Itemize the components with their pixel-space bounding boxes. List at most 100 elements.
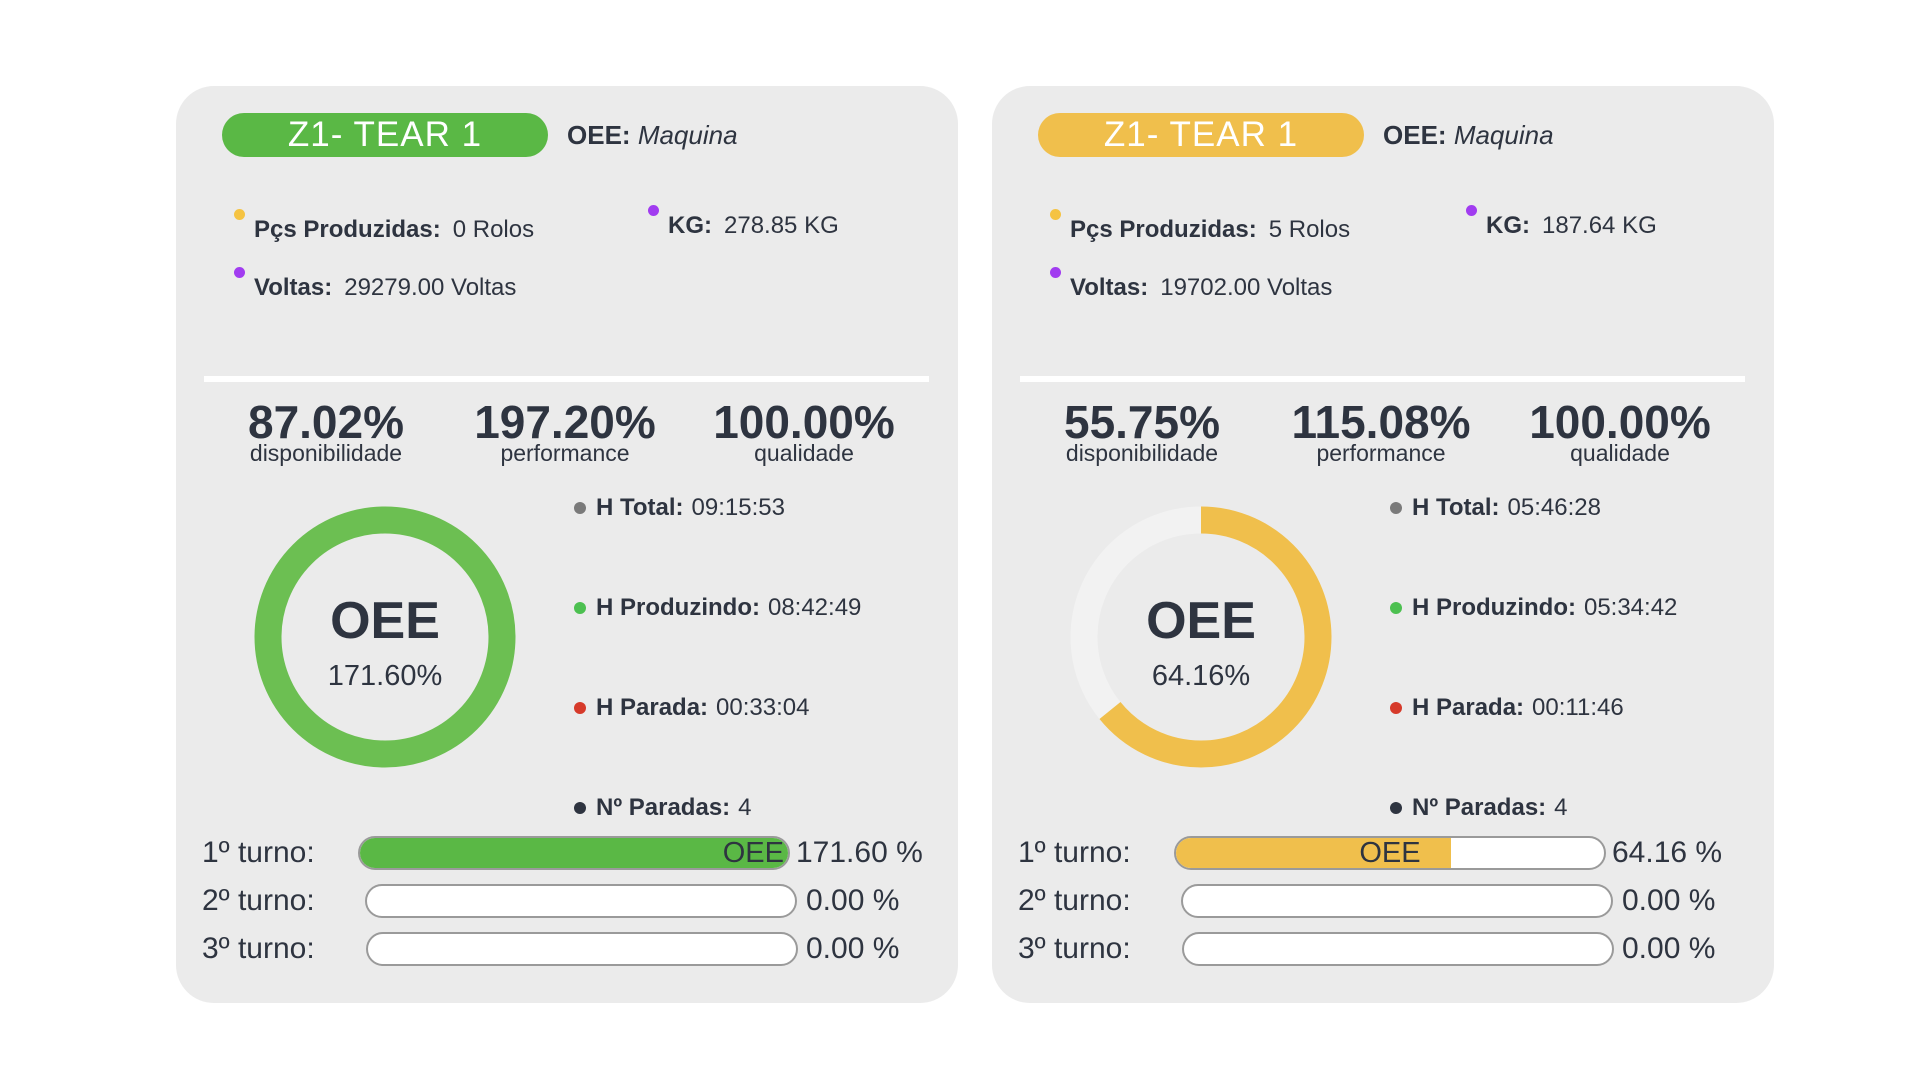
machine-name-badge: Z1- TEAR 1 [222, 113, 548, 157]
hours-label: H Produzindo: [596, 594, 760, 621]
shift-progress-bar [366, 932, 798, 966]
hours-label: H Parada: [596, 694, 709, 721]
oee-source: OEE: Maquina [1383, 120, 1554, 151]
metric-disponibilidade: 87.02% disponibilidade [211, 396, 441, 466]
divider [204, 376, 929, 382]
machine-card: Z1- TEAR 1 OEE: Maquina Pçs Produzidas: 5… [992, 86, 1774, 1003]
oee-source-label: OEE: [567, 120, 631, 150]
pcs-value: 0 Rolos [452, 216, 535, 243]
red-dot-icon [1390, 702, 1402, 714]
kg-value: 187.64 KG [1542, 212, 1657, 239]
shift-label: 3º turno: [202, 932, 315, 965]
hours-value: 4 [738, 794, 752, 821]
machine-card: Z1- TEAR 1 OEE: Maquina Pçs Produzidas: 0… [176, 86, 958, 1003]
hours-parada: H Parada: 00:11:46 [1390, 694, 1624, 722]
metric-disponibilidade: 55.75% disponibilidade [1027, 396, 1257, 466]
oee-source-value: Maquina [637, 120, 738, 150]
metric-caption: disponibilidade [1065, 440, 1219, 466]
machine-name-badge: Z1- TEAR 1 [1038, 113, 1364, 157]
hours-value: 00:33:04 [716, 694, 810, 721]
donut-value: 171.60% [327, 660, 443, 692]
shift-progress-bar [1181, 884, 1613, 918]
pcs-produced: Pçs Produzidas: 0 Rolos [234, 209, 535, 244]
gray-dot-icon [1390, 502, 1402, 514]
yellow-dot-icon [234, 209, 245, 220]
shift-bar-label: OEE [722, 837, 784, 869]
metric-value: 87.02% [247, 396, 404, 448]
metric-value: 100.00% [1529, 396, 1711, 448]
shift-bar-label: OEE [1359, 837, 1421, 869]
donut-value: 64.16% [1151, 660, 1251, 692]
num-paradas: Nº Paradas: 4 [1390, 794, 1568, 822]
shift-label: 2º turno: [1018, 884, 1131, 917]
kg-value: 278.85 KG [724, 212, 839, 239]
hours-parada: H Parada: 00:33:04 [574, 694, 810, 722]
purple-dot-icon [1050, 267, 1061, 278]
hours-label: H Total: [1412, 494, 1500, 521]
metric-performance: 115.08% performance [1266, 396, 1496, 465]
metric-caption: performance [500, 440, 630, 466]
shift-percent: 0.00 % [806, 884, 900, 917]
pcs-label: Pçs Produzidas: [254, 216, 441, 243]
metric-qualidade: 100.00% qualidade [1505, 396, 1735, 466]
green-dot-icon [574, 602, 586, 614]
kg-label: KG: [668, 212, 712, 239]
gray-dot-icon [574, 502, 586, 514]
dark-dot-icon [574, 802, 586, 814]
voltas-label: Voltas: [1070, 274, 1149, 301]
hours-value: 05:46:28 [1507, 494, 1601, 521]
pcs-value: 5 Rolos [1268, 216, 1351, 243]
purple-dot-icon [648, 205, 659, 216]
shift-label: 1º turno: [202, 836, 315, 869]
hours-value: 08:42:49 [767, 594, 862, 621]
voltas-value: 29279.00 Voltas [344, 274, 517, 301]
oee-source: OEE: Maquina [567, 120, 738, 151]
shift-progress-fill [360, 838, 788, 868]
voltas: Voltas: 29279.00 Voltas [234, 267, 517, 302]
oee-source-label: OEE: [1383, 120, 1447, 150]
shift-percent: 0.00 % [1622, 884, 1716, 917]
green-dot-icon [1390, 602, 1402, 614]
hours-value: 05:34:42 [1583, 594, 1678, 621]
voltas: Voltas: 19702.00 Voltas [1050, 267, 1332, 302]
shift-progress-bar [1182, 932, 1614, 966]
hours-label: Nº Paradas: [596, 794, 731, 821]
oee-source-value: Maquina [1453, 120, 1554, 150]
num-paradas: Nº Paradas: 4 [574, 794, 752, 822]
hours-total: H Total: 09:15:53 [574, 494, 785, 522]
shift-percent: 64.16 % [1612, 836, 1723, 869]
red-dot-icon [574, 702, 586, 714]
donut-arc [1070, 506, 1332, 768]
hours-value: 00:11:46 [1532, 694, 1624, 721]
hours-produzindo: H Produzindo: 08:42:49 [574, 594, 862, 622]
metric-value: 55.75% [1063, 396, 1220, 448]
shift-progress-bar [365, 884, 797, 918]
metric-caption: disponibilidade [249, 440, 403, 466]
shift-label: 3º turno: [1018, 932, 1131, 965]
metric-caption: qualidade [1570, 440, 1670, 466]
hours-label: H Produzindo: [1412, 594, 1576, 621]
shift-progress-bar: OEE [358, 836, 790, 870]
metric-value: 115.08% [1291, 396, 1471, 448]
hours-total: H Total: 05:46:28 [1390, 494, 1601, 522]
voltas-label: Voltas: [254, 274, 333, 301]
kg-label: KG: [1486, 212, 1530, 239]
dark-dot-icon [1390, 802, 1402, 814]
shift-percent: 0.00 % [1622, 932, 1716, 965]
hours-produzindo: H Produzindo: 05:34:42 [1390, 594, 1678, 622]
yellow-dot-icon [1050, 209, 1061, 220]
purple-dot-icon [234, 267, 245, 278]
shift-progress-fill [1176, 838, 1451, 868]
metric-value: 100.00% [713, 396, 895, 448]
hours-value: 4 [1554, 794, 1568, 821]
oee-donut-chart [1070, 506, 1332, 768]
metric-caption: qualidade [754, 440, 854, 466]
kg-produced: KG: 278.85 KG [648, 205, 839, 240]
purple-dot-icon [1466, 205, 1477, 216]
metric-qualidade: 100.00% qualidade [689, 396, 919, 466]
metric-value: 197.20% [474, 396, 656, 448]
shift-label: 1º turno: [1018, 836, 1131, 869]
hours-label: H Parada: [1412, 694, 1525, 721]
shift-percent: 0.00 % [806, 932, 900, 965]
oee-donut-chart [254, 506, 516, 768]
